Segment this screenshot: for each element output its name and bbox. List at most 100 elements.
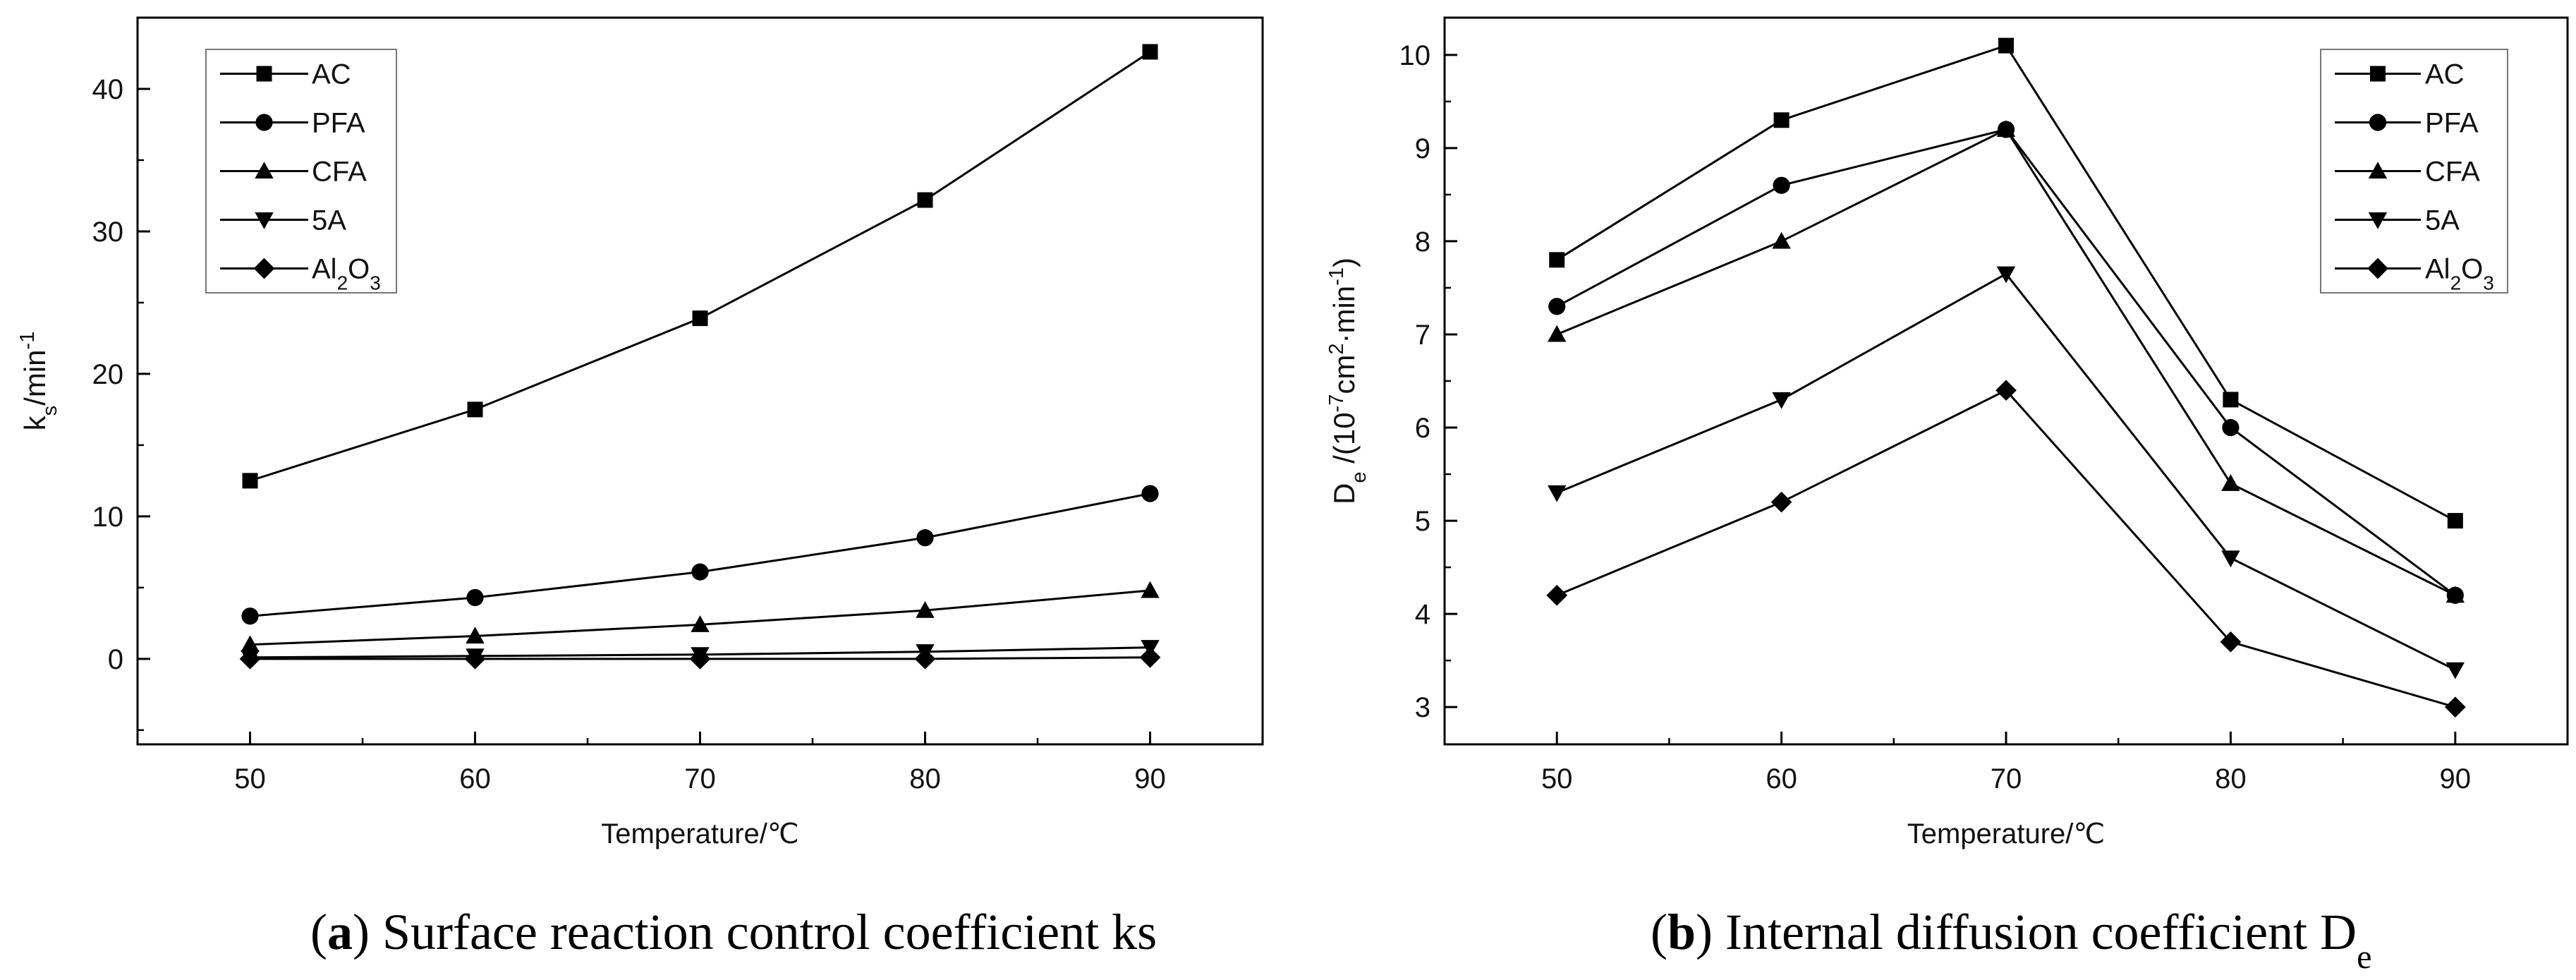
- data-point: [241, 607, 259, 625]
- y-tick-label: 7: [1415, 320, 1430, 351]
- data-point: [691, 563, 709, 581]
- data-point: [2446, 662, 2465, 679]
- data-point: [1770, 491, 1792, 513]
- series-line: [250, 492, 1150, 617]
- data-point: [2222, 418, 2240, 437]
- legend-marker: [2370, 66, 2386, 82]
- data-point: [466, 627, 485, 644]
- series-5a: [1548, 266, 2465, 679]
- x-tick-label: 60: [459, 763, 491, 794]
- legend-label: PFA: [312, 108, 365, 139]
- legend-item: Al2O3: [220, 254, 381, 294]
- data-point: [464, 648, 486, 670]
- y-tick-label: 40: [92, 74, 124, 105]
- data-point: [1995, 380, 2017, 401]
- data-point: [2447, 513, 2463, 529]
- data-point: [689, 648, 711, 670]
- chart-panel-b: 50 60 70 80 90 3 4 5 6 7 8 9 10 AC PFA CFA 5A Al2O3 De /…: [1325, 16, 2569, 976]
- data-point: [1548, 325, 1567, 342]
- y-tick-label: 10: [1399, 40, 1431, 71]
- legend-item: 5A: [2335, 205, 2460, 236]
- series-cfa: [241, 581, 1160, 653]
- data-point: [1773, 176, 1790, 194]
- legend-marker: [2367, 258, 2388, 279]
- data-point: [917, 192, 933, 208]
- chart-panel-a: 50 60 70 80 90 0 10 20 30 40 AC PFA CFA 5A Al2O3 ks/m…: [16, 16, 1264, 960]
- data-point: [691, 615, 710, 632]
- series-ac: [1549, 37, 2463, 529]
- legend-label: Al2O3: [2425, 254, 2494, 294]
- chart-b-y-axis-title: De /(10-7cm2·min-1): [1325, 258, 1371, 504]
- legend-item: PFA: [220, 108, 365, 139]
- legend-label: PFA: [2425, 108, 2479, 139]
- legend-item: CFA: [2335, 157, 2480, 188]
- x-tick-label: 80: [2215, 763, 2247, 794]
- y-tick-label: 0: [108, 644, 123, 675]
- chart-a-x-axis-title: Temperature/℃: [601, 818, 799, 849]
- legend-marker: [2368, 212, 2388, 229]
- data-point: [241, 635, 260, 653]
- legend-item: PFA: [2335, 108, 2479, 139]
- series-ac: [242, 44, 1158, 489]
- x-tick-label: 70: [1991, 763, 2022, 794]
- data-point: [242, 473, 258, 489]
- legend-marker: [256, 66, 272, 82]
- data-point: [239, 648, 261, 670]
- data-point: [2444, 696, 2466, 718]
- legend-marker: [2368, 162, 2388, 179]
- legend-label: 5A: [2425, 205, 2460, 236]
- chart-b-x-axis-title: Temperature/℃: [1907, 818, 2106, 849]
- series-al2o3: [239, 646, 1161, 670]
- data-point: [1548, 485, 1567, 502]
- data-point: [1998, 37, 2014, 54]
- data-point: [1772, 231, 1791, 249]
- legend-label: Al2O3: [312, 254, 381, 294]
- data-point: [1549, 252, 1565, 268]
- y-tick-label: 20: [92, 359, 124, 390]
- data-point: [1773, 112, 1790, 128]
- data-point: [467, 401, 483, 418]
- data-point: [1139, 646, 1161, 668]
- legend-item: AC: [220, 59, 351, 90]
- x-tick-label: 60: [1766, 763, 1797, 794]
- series-pfa: [241, 485, 1159, 625]
- series-line: [1556, 272, 2456, 671]
- chart-a-caption: (a) Surface reaction control coefficient…: [310, 904, 1157, 960]
- data-point: [2221, 550, 2240, 568]
- data-point: [1546, 584, 1568, 606]
- chart-a-plot-area: 50 60 70 80 90 0 10 20 30 40: [92, 16, 1264, 794]
- legend-label: AC: [312, 59, 351, 90]
- data-point: [1141, 485, 1159, 502]
- legend-item: Al2O3: [2335, 254, 2494, 294]
- data-point: [2446, 586, 2465, 603]
- data-point: [916, 529, 934, 547]
- x-tick-label: 50: [234, 763, 266, 794]
- y-tick-label: 9: [1415, 133, 1430, 164]
- data-point: [1141, 581, 1160, 598]
- series-al2o3: [1546, 380, 2466, 718]
- data-point: [914, 648, 936, 670]
- y-title-text: ks/min-1: [16, 332, 61, 431]
- y-tick-label: 4: [1415, 599, 1430, 630]
- x-tick-label: 50: [1541, 763, 1573, 794]
- y-tick-label: 3: [1415, 692, 1430, 723]
- chart-b-legend: AC PFA CFA 5A Al2O3: [2320, 49, 2508, 294]
- series-cfa: [1548, 120, 2465, 603]
- data-point: [2223, 392, 2239, 408]
- x-tick-label: 70: [684, 763, 716, 794]
- y-tick-label: 30: [92, 217, 124, 248]
- data-point: [1142, 44, 1158, 60]
- legend-marker: [2369, 114, 2387, 131]
- x-tick-label: 90: [2440, 763, 2472, 794]
- y-tick-label: 5: [1415, 506, 1430, 537]
- y-tick-label: 10: [92, 502, 124, 533]
- data-point: [692, 310, 708, 327]
- data-point: [1996, 266, 2016, 284]
- legend-marker: [255, 212, 274, 229]
- y-tick-label: 8: [1415, 226, 1430, 258]
- legend-label: CFA: [2425, 157, 2480, 188]
- legend-label: 5A: [312, 205, 346, 236]
- data-point: [1772, 392, 1791, 409]
- data-point: [466, 588, 484, 607]
